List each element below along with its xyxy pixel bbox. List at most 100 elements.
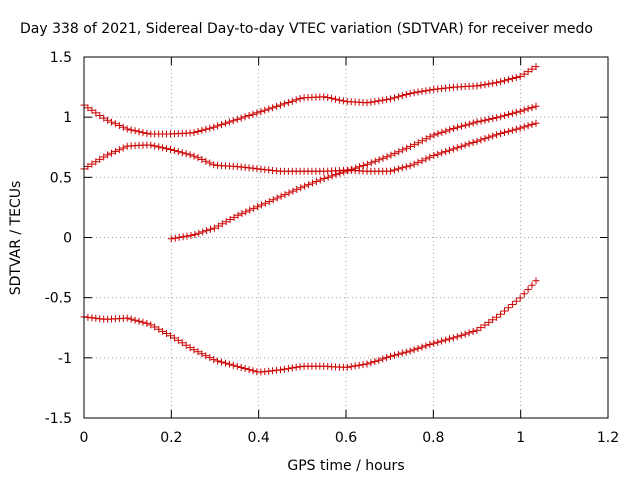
data-point	[497, 78, 505, 86]
data-point	[477, 324, 485, 332]
data-point	[344, 167, 352, 175]
data-point	[143, 319, 151, 327]
data-point	[175, 233, 183, 241]
y-axis-label: SDTVAR / TECUs	[8, 181, 24, 296]
data-point	[206, 124, 214, 132]
data-point	[394, 350, 402, 358]
data-point	[123, 125, 131, 133]
data-point	[230, 213, 238, 221]
data-point	[532, 63, 540, 71]
data-point	[493, 79, 501, 87]
data-point	[225, 118, 233, 126]
series-satellite-d	[80, 277, 540, 376]
x-tick-label: 1.2	[597, 430, 619, 446]
data-point	[371, 358, 379, 365]
data-point	[485, 133, 493, 141]
data-point	[234, 211, 242, 219]
data-point	[139, 318, 147, 326]
data-point	[399, 146, 407, 154]
data-point	[387, 167, 394, 175]
data-point	[127, 126, 135, 134]
data-point	[512, 125, 520, 133]
data-point	[210, 123, 218, 131]
data-point	[123, 314, 131, 322]
data-point	[163, 145, 170, 153]
y-tick-label: 1.5	[50, 50, 72, 66]
data-point	[210, 356, 218, 364]
x-tick-label: 0.2	[160, 430, 182, 446]
data-point	[391, 166, 398, 174]
data-point	[147, 321, 155, 329]
data-point	[96, 155, 104, 163]
data-point	[414, 158, 422, 166]
data-point	[398, 164, 406, 172]
data-point	[477, 81, 485, 89]
data-point	[528, 281, 536, 289]
data-point	[320, 175, 328, 182]
data-point	[191, 231, 199, 238]
data-point	[383, 354, 391, 362]
data-point	[387, 151, 395, 159]
data-point	[92, 158, 100, 166]
x-tick-label: 1	[516, 430, 525, 446]
data-point	[222, 359, 229, 367]
data-point	[371, 157, 379, 165]
data-point	[340, 168, 348, 176]
data-point	[383, 96, 391, 104]
data-point	[328, 94, 336, 102]
data-point	[465, 120, 473, 128]
data-point	[426, 133, 434, 141]
data-point	[190, 346, 198, 354]
data-point	[324, 173, 332, 181]
data-point	[442, 127, 450, 135]
x-tick-label: 0	[80, 430, 89, 446]
data-point	[171, 234, 179, 242]
data-point	[387, 95, 394, 103]
data-point	[202, 352, 210, 360]
data-point	[249, 110, 257, 118]
data-point	[104, 151, 112, 159]
data-point	[485, 80, 493, 88]
data-point	[151, 323, 159, 331]
data-point	[190, 152, 198, 160]
data-point	[194, 348, 202, 356]
data-point	[135, 317, 143, 325]
data-point	[402, 91, 410, 98]
data-point	[288, 364, 296, 372]
data-point	[258, 201, 265, 209]
data-point	[277, 192, 285, 200]
data-point	[449, 334, 457, 342]
data-point	[504, 304, 512, 312]
data-point	[182, 341, 190, 349]
data-point	[367, 159, 375, 167]
y-tick-label: 0.5	[50, 170, 72, 186]
data-point	[497, 310, 505, 318]
data-point	[198, 156, 206, 163]
data-point	[379, 154, 387, 162]
data-point	[359, 361, 367, 369]
data-point	[261, 199, 269, 207]
data-point	[194, 154, 202, 162]
data-point	[461, 141, 469, 149]
data-point	[225, 360, 233, 368]
data-point	[489, 79, 497, 87]
data-point	[504, 76, 512, 84]
data-point	[289, 187, 297, 195]
data-point	[218, 121, 225, 129]
data-point	[426, 153, 434, 161]
data-point	[242, 208, 250, 216]
data-point	[512, 108, 520, 116]
data-point	[414, 139, 422, 147]
y-tick-label: 0	[63, 231, 72, 247]
data-point	[493, 313, 501, 321]
data-point	[465, 140, 473, 148]
data-point	[84, 104, 92, 112]
data-point	[461, 330, 469, 338]
y-tick-label: 1	[63, 110, 72, 126]
data-point	[418, 137, 426, 145]
data-point	[115, 146, 123, 154]
data-point	[135, 128, 143, 136]
data-point	[410, 89, 418, 97]
data-point	[163, 330, 170, 337]
y-tick-label: -1.5	[45, 411, 72, 427]
